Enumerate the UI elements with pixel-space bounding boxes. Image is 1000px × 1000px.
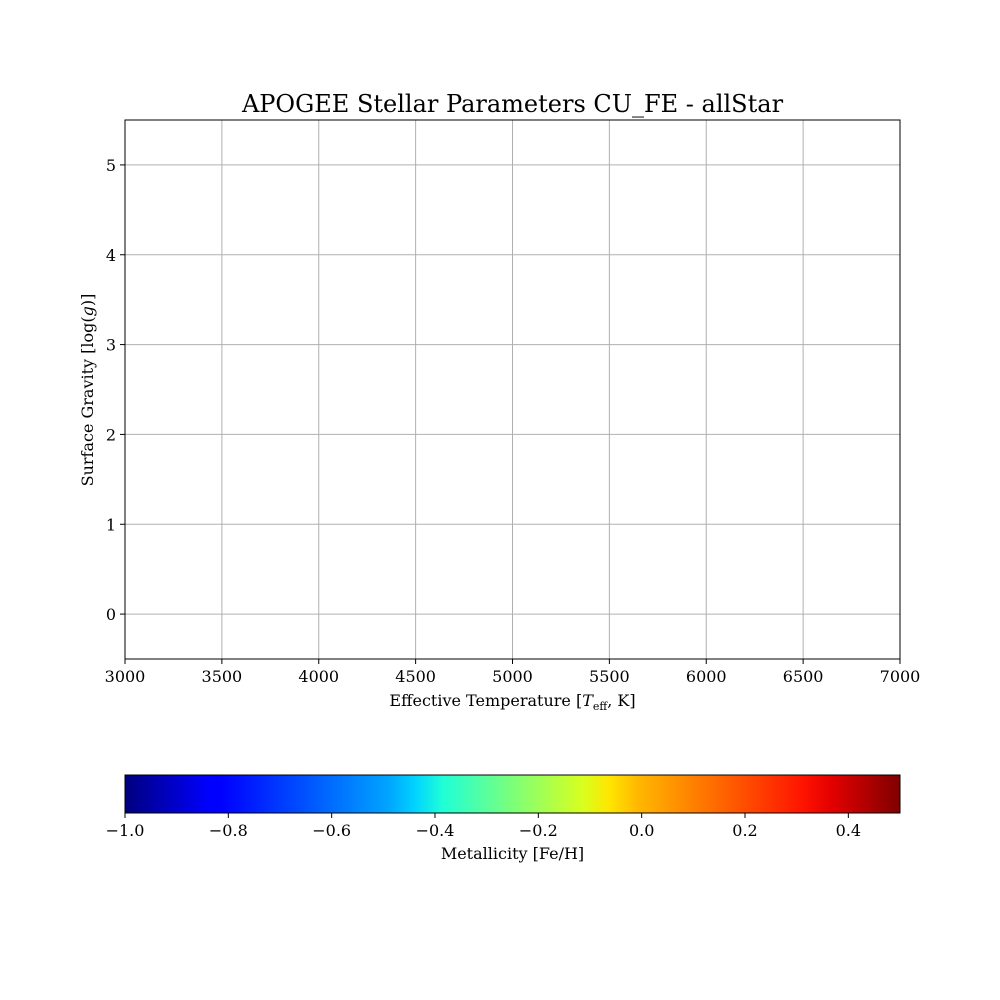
- colorbar-tick-label: 0.4: [836, 821, 861, 840]
- x-tick-label: 6500: [783, 667, 824, 686]
- x-tick-label: 4500: [395, 667, 436, 686]
- colorbar-label: Metallicity [Fe/H]: [441, 844, 584, 863]
- colorbar: −1.0 −0.8 −0.6 −0.4 −0.2 0.0 0.2 0.4 Metallicit…: [106, 774, 901, 863]
- x-tick-label: 5500: [589, 667, 630, 686]
- y-tick-label: 3: [106, 336, 116, 355]
- colorbar-tick-label: −0.2: [519, 821, 558, 840]
- x-tick-label: 5000: [492, 667, 533, 686]
- x-tick-label: 3500: [202, 667, 243, 686]
- x-axis-label: Effective Temperature [Teff, K]: [389, 691, 635, 713]
- x-axis-label-variable: T: [582, 691, 594, 710]
- y-tick-label: 0: [106, 605, 116, 624]
- y-tick-label: 1: [106, 515, 116, 534]
- x-axis: 3000 3500 4000 4500 5000 5500 6000 6500 7000: [105, 659, 921, 686]
- colorbar-tick-label: −0.4: [416, 821, 455, 840]
- colorbar-tick-label: 0.2: [732, 821, 757, 840]
- colorbar-tick-label: −1.0: [106, 821, 145, 840]
- y-tick-label: 5: [106, 156, 116, 175]
- x-axis-label-subscript: eff: [593, 700, 609, 713]
- colorbar-gradient: [124, 774, 901, 814]
- x-tick-label: 7000: [880, 667, 921, 686]
- y-tick-label: 4: [106, 246, 116, 265]
- chart-title: APOGEE Stellar Parameters CU_FE - allSta…: [241, 90, 784, 118]
- y-axis-label: Surface Gravity [log(g)]: [78, 294, 97, 487]
- y-axis: 0 1 2 3 4 5: [106, 156, 125, 624]
- colorbar-ticks: −1.0 −0.8 −0.6 −0.4 −0.2 0.0 0.2 0.4: [106, 813, 861, 840]
- colorbar-tick-label: 0.0: [629, 821, 654, 840]
- y-tick-label: 2: [106, 425, 116, 444]
- colorbar-tick-label: −0.8: [209, 821, 248, 840]
- x-tick-label: 4000: [298, 667, 339, 686]
- colorbar-tick-label: −0.6: [312, 821, 351, 840]
- x-tick-label: 3000: [105, 667, 146, 686]
- y-axis-label-variable: g: [78, 306, 97, 316]
- plot-area: 3000 3500 4000 4500 5000 5500 6000 6500 7000 0 1 2…: [105, 119, 921, 686]
- x-tick-label: 6000: [686, 667, 727, 686]
